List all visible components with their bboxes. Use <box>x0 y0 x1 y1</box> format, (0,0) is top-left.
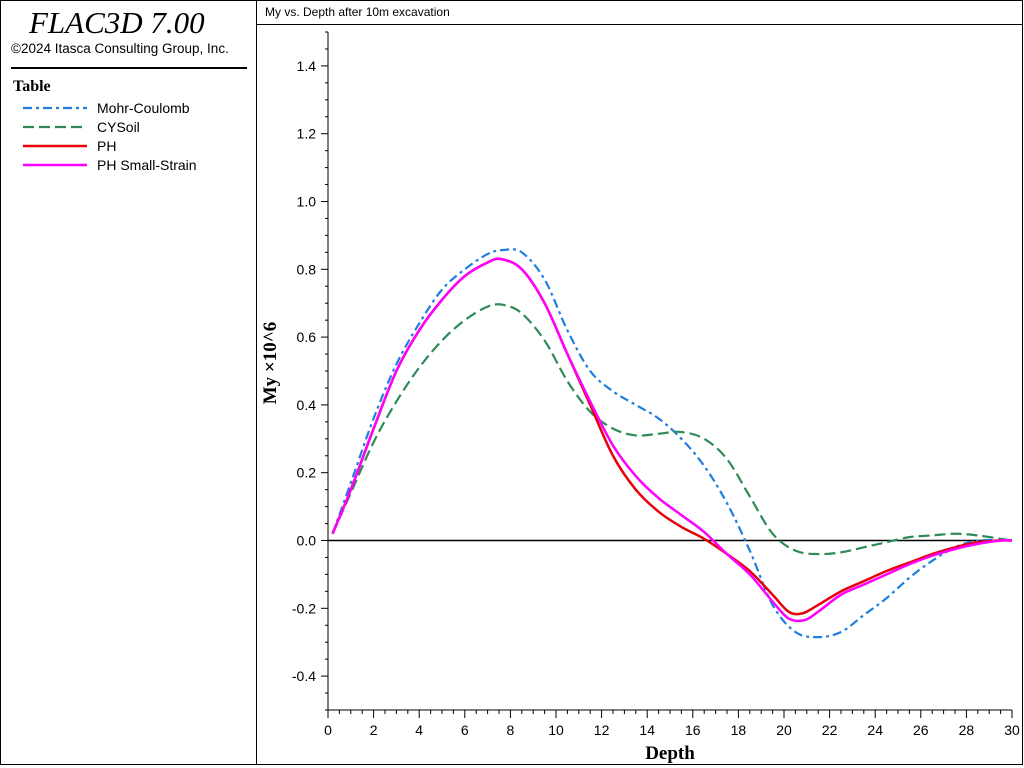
y-tick-label: -0.4 <box>292 668 316 684</box>
x-tick-label: 10 <box>548 722 564 738</box>
series-line-cysoil <box>331 303 1013 556</box>
legend-label-mohr-coulomb: Mohr-Coulomb <box>97 100 190 116</box>
plot-title-bar: My vs. Depth after 10m excavation <box>257 1 1022 25</box>
x-tick-label: 12 <box>594 722 610 738</box>
y-tick-label: 0.0 <box>297 533 317 549</box>
series-line-ph-small-strain <box>331 257 1013 623</box>
x-axis-title: Depth <box>645 743 695 764</box>
x-tick-label: 14 <box>639 722 655 738</box>
legend-label-ph-small-strain: PH Small-Strain <box>97 157 197 173</box>
my-vs-depth-chart: -0.4-0.20.00.20.40.60.81.01.21.40 2 4 6 8 10 1… <box>260 31 1020 764</box>
x-tick-label: 6 <box>461 722 469 738</box>
x-tick-label: 0 <box>324 722 332 738</box>
y-tick-label: 0.8 <box>297 261 317 277</box>
x-tick-label: 16 <box>685 722 701 738</box>
series-line-ph <box>331 257 1013 616</box>
legend-swatch-ph <box>23 144 87 148</box>
y-tick-label: -0.2 <box>292 600 316 616</box>
legend-swatch-mohr-coulomb <box>23 106 87 110</box>
x-tick-label: 2 <box>370 722 378 738</box>
legend-item-mohr-coulomb: Mohr-Coulomb <box>23 100 247 118</box>
series-layer <box>331 248 1013 639</box>
legend-panel: FLAC3D 7.00 ©2024 Itasca Consulting Grou… <box>0 0 256 765</box>
y-axis-title: My ×10^6 <box>260 322 281 405</box>
legend-title: Table <box>13 78 51 95</box>
x-tick-label: 18 <box>731 722 747 738</box>
x-tick-label: 22 <box>822 722 838 738</box>
x-tick-label: 8 <box>507 722 515 738</box>
x-tick-label: 4 <box>415 722 423 738</box>
legend-swatch-ph-small-strain <box>23 163 87 167</box>
legend-item-ph: PH <box>23 138 247 156</box>
legend-label-ph: PH <box>97 138 117 154</box>
copyright-text: ©2024 Itasca Consulting Group, Inc. <box>11 41 229 56</box>
axes-layer: -0.4-0.20.00.20.40.60.81.01.21.40 2 4 6 8 10 1… <box>292 31 1020 738</box>
x-tick-label: 24 <box>867 722 883 738</box>
y-tick-label: 0.4 <box>297 397 317 413</box>
x-tick-label: 26 <box>913 722 929 738</box>
panel-divider <box>11 67 247 69</box>
legend-swatch-cysoil <box>23 125 87 129</box>
x-tick-label: 28 <box>959 722 975 738</box>
legend-item-ph-small-strain: PH Small-Strain <box>23 157 247 175</box>
y-tick-label: 0.2 <box>297 465 317 481</box>
x-tick-label: 30 <box>1004 722 1020 738</box>
app-title: FLAC3D 7.00 <box>29 5 205 40</box>
y-tick-label: 0.6 <box>297 329 317 345</box>
x-tick-label: 20 <box>776 722 792 738</box>
y-tick-label: 1.0 <box>297 194 317 210</box>
y-tick-label: 1.4 <box>297 58 317 74</box>
y-tick-label: 1.2 <box>297 126 317 142</box>
legend-label-cysoil: CYSoil <box>97 119 140 135</box>
legend-item-cysoil: CYSoil <box>23 119 247 137</box>
series-line-mohr-coulomb <box>331 248 1012 639</box>
plot-panel: My vs. Depth after 10m excavation <box>256 0 1023 765</box>
plot-title: My vs. Depth after 10m excavation <box>265 5 450 19</box>
